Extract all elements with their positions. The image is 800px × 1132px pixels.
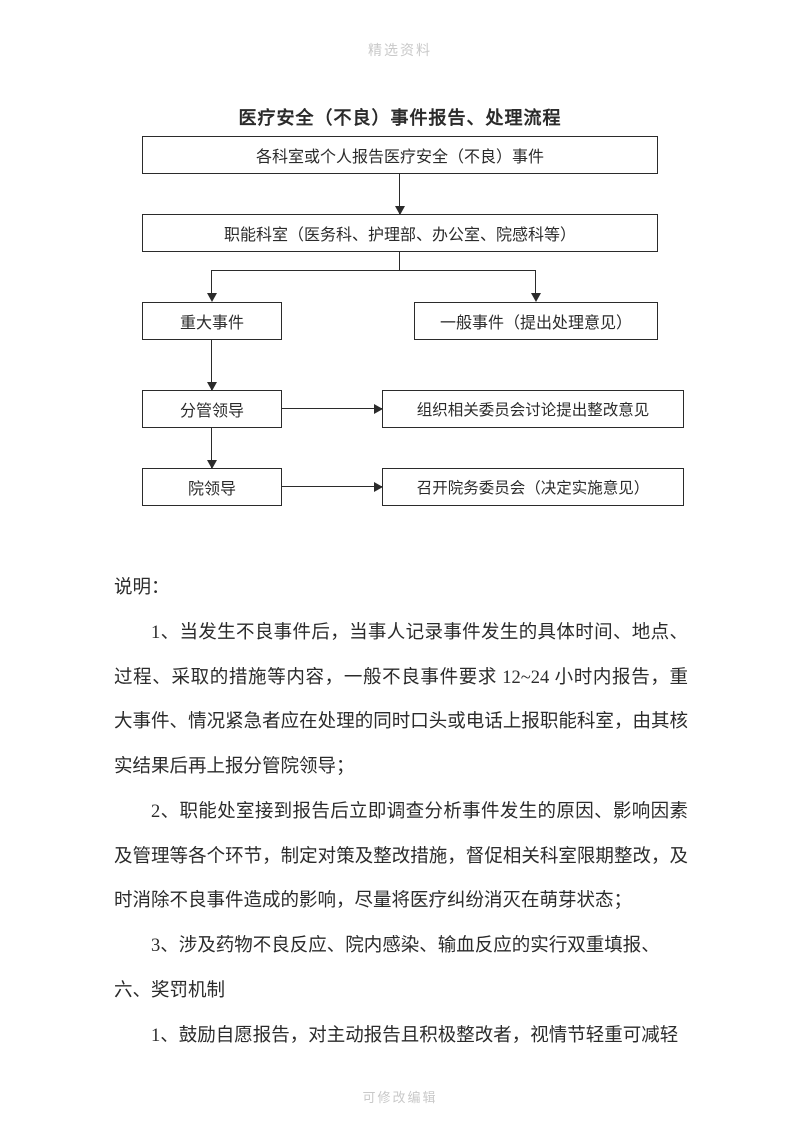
paragraph-4: 六、奖罚机制 xyxy=(114,969,688,1014)
paragraph-5: 1、鼓励自愿报告，对主动报告且积极整改者，视情节轻重可减轻 xyxy=(114,1014,688,1059)
node-major: 重大事件 xyxy=(142,302,282,340)
watermark-top: 精选资料 xyxy=(0,40,800,60)
node-committee: 组织相关委员会讨论提出整改意见 xyxy=(382,390,684,428)
paragraph-1: 1、当发生不良事件后，当事人记录事件发生的具体时间、地点、过程、采取的措施等内容… xyxy=(114,611,688,790)
explain-heading: 说明： xyxy=(114,566,688,611)
paragraph-3: 3、涉及药物不良反应、院内感染、输血反应的实行双重填报、 xyxy=(114,924,688,969)
node-mgr: 分管领导 xyxy=(142,390,282,428)
line-split-left-v xyxy=(211,270,212,294)
arrow-major-mgr xyxy=(211,338,212,390)
arrow-report-dept xyxy=(399,172,400,214)
node-dept: 职能科室（医务科、护理部、办公室、院感科等） xyxy=(142,214,658,252)
body-text: 说明： 1、当发生不良事件后，当事人记录事件发生的具体时间、地点、过程、采取的措… xyxy=(114,566,688,1058)
node-director: 院领导 xyxy=(142,468,282,506)
node-report: 各科室或个人报告医疗安全（不良）事件 xyxy=(142,136,658,174)
arrow-mgr-director xyxy=(211,426,212,468)
line-split-right-v xyxy=(535,270,536,294)
watermark-bottom: 可修改编辑 xyxy=(0,1087,800,1106)
node-general: 一般事件（提出处理意见） xyxy=(414,302,658,340)
line-dept-down xyxy=(399,250,400,270)
arrow-mgr-committee xyxy=(280,408,382,409)
node-council: 召开院务委员会（决定实施意见） xyxy=(382,468,684,506)
paragraph-2: 2、职能处室接到报告后立即调查分析事件发生的原因、影响因素及管理等各个环节，制定… xyxy=(114,790,688,924)
arrow-director-council xyxy=(280,486,382,487)
arrowhead-major xyxy=(207,293,217,302)
arrowhead-general xyxy=(531,293,541,302)
line-split-h xyxy=(211,270,535,271)
page-title: 医疗安全（不良）事件报告、处理流程 xyxy=(0,104,800,130)
